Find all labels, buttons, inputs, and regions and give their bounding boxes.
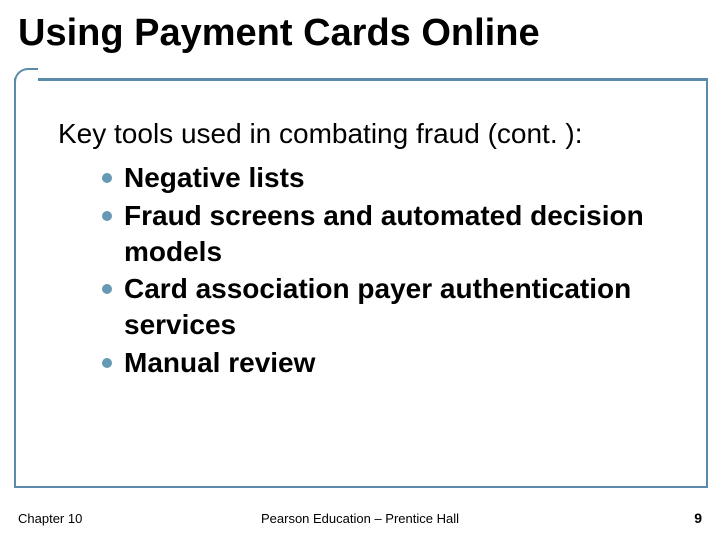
footer-publisher: Pearson Education – Prentice Hall: [0, 511, 720, 526]
list-item: Manual review: [102, 345, 660, 381]
list-item: Negative lists: [102, 160, 660, 196]
list-item: Fraud screens and automated decision mod…: [102, 198, 660, 270]
frame-border-bottom: [14, 486, 708, 488]
slide-title: Using Payment Cards Online: [18, 12, 540, 55]
frame-border-right: [706, 78, 708, 488]
intro-text: Key tools used in combating fraud (cont.…: [58, 118, 660, 150]
list-item: Card association payer authentication se…: [102, 271, 660, 343]
footer-page-number: 9: [694, 510, 702, 526]
frame-border-top: [14, 78, 708, 81]
frame-corner-top-left: [14, 68, 38, 82]
slide-content: Key tools used in combating fraud (cont.…: [58, 118, 660, 383]
frame-border-left: [14, 78, 16, 488]
bullet-list: Negative lists Fraud screens and automat…: [102, 160, 660, 381]
